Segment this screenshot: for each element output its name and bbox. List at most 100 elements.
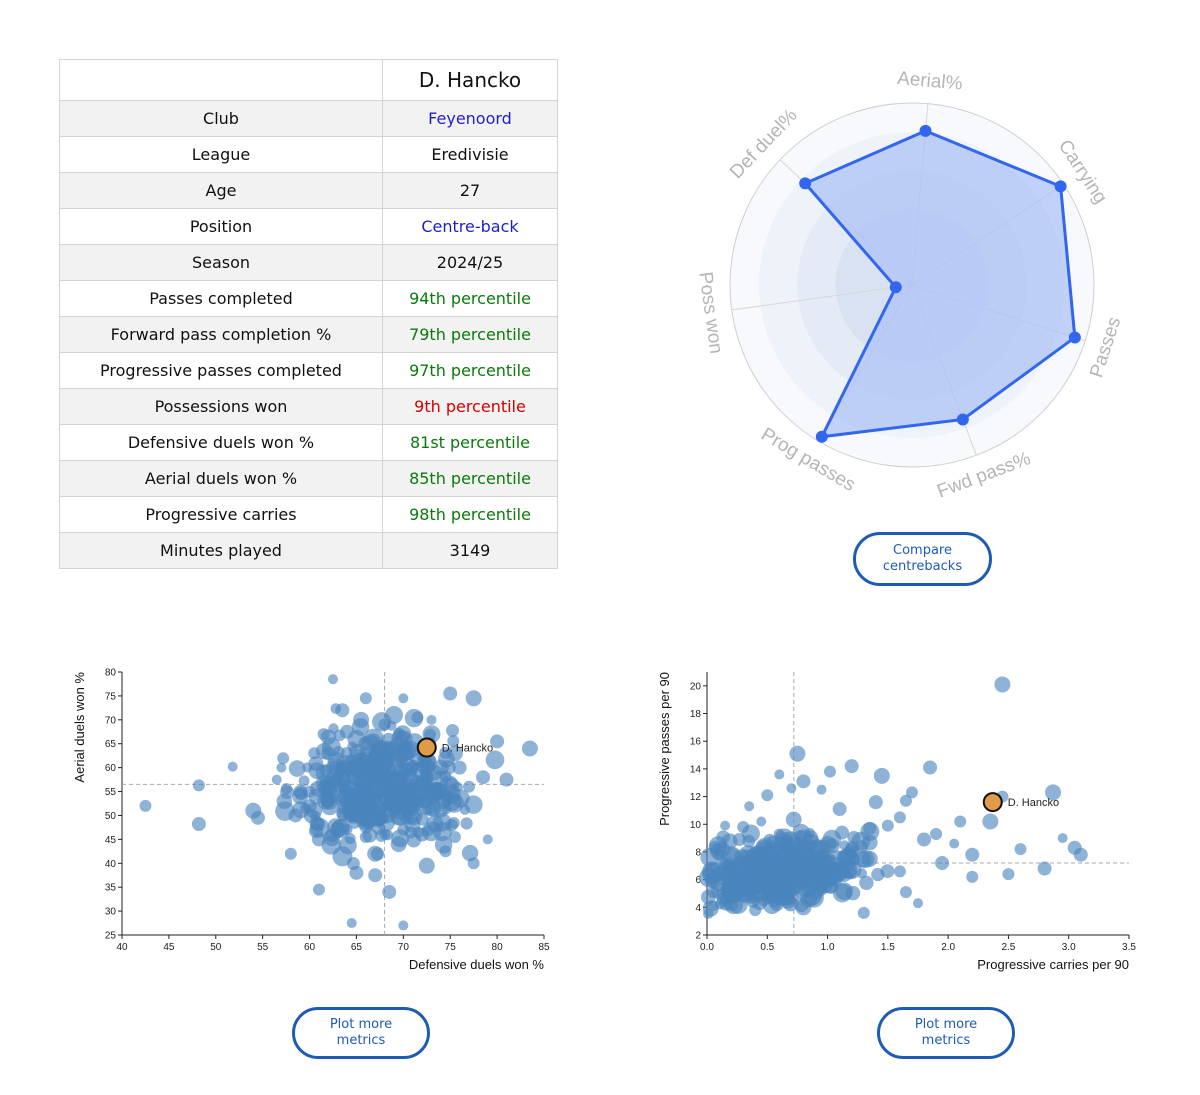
scatter-point [766,835,781,850]
scatter-point [786,783,797,794]
scatter-point [1002,868,1015,881]
stat-label: Defensive duels won % [59,424,383,461]
scatter-point [835,825,850,840]
radar-point [815,430,828,443]
table-row: Age 27 [59,172,558,209]
scatter-point [857,906,870,919]
scatter-point [329,821,346,838]
scatter-point [328,772,347,791]
scatter-point [411,711,424,724]
scatter-point [1057,833,1068,844]
scatter-point [773,861,788,877]
scatter-point [756,816,767,827]
scatter-point [935,856,950,871]
scatter-point [868,795,883,810]
scatter-point [476,770,491,785]
y-tick-label: 70 [105,715,117,726]
table-row: Position Centre-back [59,208,558,245]
stat-value: Eredivisie [382,136,558,173]
scatter-point [446,745,463,762]
x-tick-label: 70 [398,942,410,953]
scatter-point [823,765,836,778]
radar-point [956,413,969,426]
scatter-point [862,834,878,851]
scatter-point [465,690,482,707]
scatter-point [368,868,383,883]
scatter-point [880,864,895,879]
scatter-point [923,760,938,775]
table-row: Club Feyenoord [59,100,558,137]
stat-value: 27 [382,172,558,209]
x-tick-label: 55 [257,942,269,953]
scatter-point [774,892,789,907]
y-axis-label: Progressive passes per 90 [657,672,672,826]
stat-label: Forward pass completion % [59,316,383,353]
scatter-point [426,714,437,725]
scatter-point [390,836,407,853]
radar-point [1068,331,1081,344]
x-tick-label: 60 [304,942,316,953]
scatter-point [378,718,391,731]
scatter-point [713,849,725,861]
scatter-point [308,756,324,772]
scatter-point [369,743,390,764]
scatter-point [881,819,894,832]
stat-label: Passes completed [59,280,383,317]
plot-more-metrics-button-left[interactable]: Plot more metrics [292,1007,430,1059]
scatter-point [521,740,538,757]
scatter-point [402,805,423,826]
scatter-point [432,759,449,776]
scatter-point [418,857,435,874]
scatter-point [766,849,779,862]
scatter-point [994,676,1011,693]
stat-value: 97th percentile [382,352,558,389]
plot-more-metrics-button-right[interactable]: Plot more metrics [877,1007,1015,1059]
stat-value: 2024/25 [382,244,558,281]
scatter-point [770,875,788,893]
stat-label: Progressive carries [59,496,383,533]
scatter-point [761,789,774,802]
scatter-point [382,829,394,841]
scatter-point [799,858,820,879]
stat-label: Aerial duels won % [59,460,383,497]
scatter-point [485,750,505,770]
scatter-point [439,845,452,858]
table-row: Forward pass completion % 79th percentile [59,316,558,353]
scatter-point [288,808,303,823]
radar-point [1054,180,1067,193]
y-tick-label: 8 [695,847,701,858]
scatter-point [340,724,355,739]
scatter-point [708,900,719,912]
y-tick-label: 40 [105,859,117,870]
scatter-point [724,897,739,912]
y-tick-label: 45 [105,835,117,846]
scatter-point [795,899,812,916]
scatter-point [284,847,297,860]
scatter-chart-duels: 40 45 50 55 60 65 70 75 80 85 25 30 35 40 45 50 55 60 65 70… [72,668,550,973]
scatter-point [427,782,446,801]
scatter-point [460,817,473,830]
scatter-point [276,762,287,773]
x-tick-label: 80 [492,942,504,953]
scatter-point [398,920,409,931]
scatter-point [359,692,372,705]
scatter-point [452,760,467,775]
y-tick-label: 6 [695,875,701,886]
table-header-row: D. Hancko [59,59,558,101]
stat-value: 3149 [382,532,558,569]
highlight-label: D. Hancko [1008,797,1059,809]
x-tick-label: 1.5 [881,942,895,953]
compare-centrebacks-button[interactable]: Compare centrebacks [853,532,992,586]
scatter-point [782,836,802,856]
scatter-point [321,746,336,761]
stat-label: Position [59,208,383,245]
stat-label: Progressive passes completed [59,352,383,389]
table-row: Progressive passes completed 97th percent… [59,352,558,389]
y-tick-label: 12 [690,792,702,803]
x-tick-label: 45 [163,942,175,953]
scatter-point [303,785,316,798]
scatter-points [699,676,1088,920]
y-tick-label: 4 [695,903,701,914]
scatter-point [843,861,862,879]
